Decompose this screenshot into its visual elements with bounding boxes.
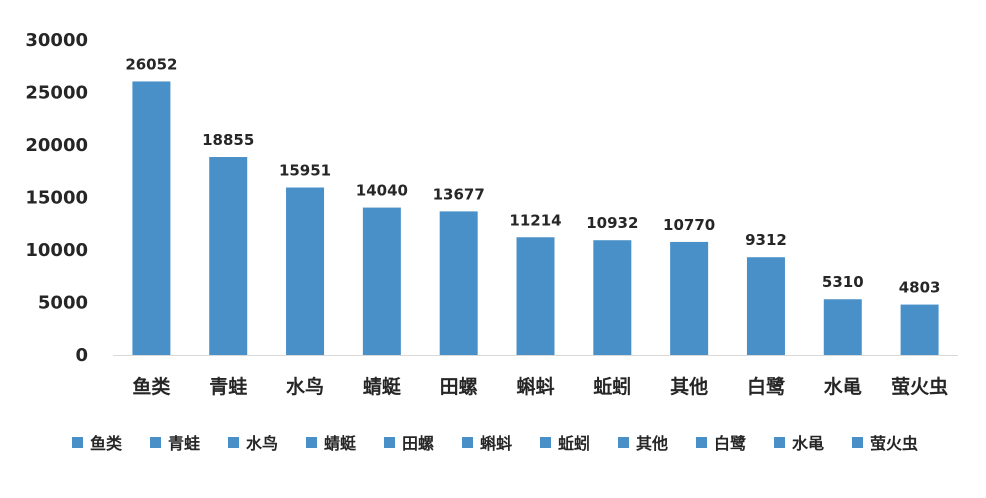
legend-swatch: [384, 437, 395, 448]
data-label: 11214: [509, 211, 561, 229]
data-label: 5310: [822, 273, 864, 291]
x-tick-label: 蜻蜓: [363, 375, 402, 398]
legend-item: 蜻蜓: [306, 434, 357, 453]
x-tick-label: 水鸟: [286, 375, 324, 398]
y-tick-label: 5000: [38, 293, 88, 314]
data-label: 9312: [745, 231, 787, 249]
legend-label: 白鹭: [714, 434, 747, 453]
legend-swatch: [462, 437, 473, 448]
data-label: 10770: [663, 216, 715, 234]
data-label: 4803: [899, 279, 941, 297]
x-axis: 鱼类 青蛙 水鸟 蜻蜓 田螺 蝌蚪 蚯蚓 其他 白鹭 水黾 萤火虫: [132, 375, 948, 398]
bar: [746, 257, 785, 355]
legend: 鱼类 青蛙 水鸟 蜻蜓 田螺 蝌蚪 蚯蚓 其他 白鹭 水黾 萤火虫: [72, 434, 918, 453]
legend-swatch: [774, 437, 785, 448]
bar: [362, 207, 401, 355]
legend-label: 田螺: [402, 434, 434, 453]
x-tick-label: 蚯蚓: [593, 376, 631, 398]
data-label: 14040: [356, 182, 408, 200]
legend-label: 萤火虫: [870, 434, 918, 453]
bar: [209, 157, 248, 355]
x-tick-label: 白鹭: [747, 375, 786, 398]
legend-label: 水鸟: [246, 434, 278, 453]
y-tick-label: 15000: [25, 188, 88, 209]
y-tick-label: 25000: [25, 83, 88, 104]
legend-item: 蚯蚓: [540, 434, 590, 453]
legend-label: 青蛙: [168, 434, 200, 453]
x-tick-label: 萤火虫: [891, 375, 948, 398]
x-tick-label: 蝌蚪: [516, 375, 554, 398]
legend-swatch: [852, 437, 863, 448]
bar: [439, 211, 478, 355]
legend-swatch: [696, 437, 707, 448]
legend-swatch: [150, 437, 161, 448]
legend-item: 白鹭: [696, 434, 747, 453]
bar: [900, 304, 939, 355]
legend-swatch: [306, 437, 317, 448]
data-label: 26052: [125, 55, 177, 73]
data-label: 13677: [433, 185, 485, 203]
data-label: 15951: [279, 162, 331, 180]
legend-label: 蚯蚓: [558, 434, 590, 453]
legend-label: 其他: [636, 434, 668, 453]
bar: [823, 299, 862, 355]
bar: [286, 187, 325, 355]
data-label: 10932: [586, 214, 638, 232]
legend-label: 蜻蜓: [324, 434, 357, 453]
legend-item: 青蛙: [150, 434, 200, 453]
legend-item: 萤火虫: [852, 434, 918, 453]
x-tick-label: 其他: [670, 375, 708, 398]
x-tick-label: 田螺: [440, 376, 478, 398]
legend-label: 蝌蚪: [480, 434, 512, 453]
x-tick-label: 青蛙: [209, 375, 247, 398]
legend-swatch: [72, 437, 83, 448]
bar: [670, 241, 709, 355]
legend-item: 蝌蚪: [462, 434, 512, 453]
y-tick-label: 20000: [25, 135, 88, 156]
y-axis: 0 5000 10000 15000 20000 25000 30000: [25, 30, 88, 366]
legend-item: 水鸟: [228, 434, 278, 453]
legend-item: 鱼类: [72, 434, 123, 453]
legend-swatch: [228, 437, 239, 448]
legend-label: 水黾: [792, 434, 824, 453]
legend-item: 其他: [618, 434, 668, 453]
bar: [593, 240, 632, 355]
legend-item: 水黾: [774, 434, 824, 453]
bar: [132, 81, 171, 355]
y-tick-label: 10000: [25, 240, 88, 261]
bar: [516, 237, 555, 355]
legend-label: 鱼类: [90, 434, 123, 453]
y-tick-label: 0: [75, 345, 88, 366]
y-tick-label: 30000: [25, 30, 88, 51]
legend-swatch: [618, 437, 629, 448]
legend-item: 田螺: [384, 434, 434, 453]
x-tick-label: 水黾: [824, 376, 862, 398]
bars: 26052 18855 15951 14040 13677 11214 10932 10770…: [125, 55, 940, 355]
data-label: 18855: [202, 131, 254, 149]
legend-swatch: [540, 437, 551, 448]
x-tick-label: 鱼类: [132, 375, 170, 398]
